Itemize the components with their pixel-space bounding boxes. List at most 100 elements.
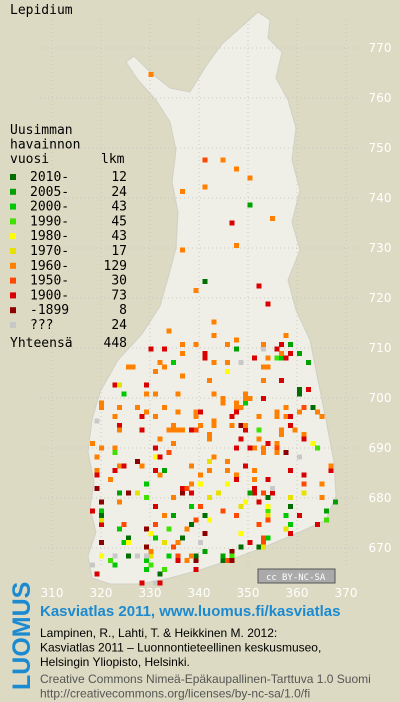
cell — [144, 481, 149, 487]
cell — [243, 499, 248, 505]
cell — [166, 553, 172, 559]
cell — [162, 364, 167, 370]
cell — [157, 580, 163, 586]
cell — [225, 459, 230, 464]
cell — [166, 328, 172, 334]
cell — [301, 472, 307, 478]
cell — [225, 558, 230, 563]
cell — [162, 567, 167, 572]
cell — [144, 526, 149, 532]
cell — [247, 175, 253, 181]
cell — [274, 441, 280, 446]
cell — [198, 504, 203, 509]
cell — [130, 364, 136, 370]
legend-count: 24 — [111, 185, 127, 200]
cell — [99, 400, 104, 406]
legend-swatch — [10, 233, 16, 240]
license-badge: cc BY-NC-SA — [257, 568, 336, 584]
cell — [139, 427, 145, 433]
cell — [117, 423, 122, 428]
cell — [148, 562, 154, 568]
cell — [135, 459, 140, 464]
cell — [166, 450, 172, 455]
cell — [207, 517, 212, 523]
cell — [207, 436, 212, 442]
legend-count-heading: lkm — [101, 152, 125, 167]
cell — [171, 513, 176, 518]
cell — [288, 522, 293, 527]
cell — [234, 472, 239, 478]
x-label: 370 — [335, 586, 358, 600]
cell — [211, 454, 217, 460]
cell — [193, 342, 199, 347]
cell — [117, 463, 122, 469]
cell — [229, 220, 235, 226]
cell — [193, 288, 199, 293]
cell — [193, 558, 199, 563]
cell — [315, 445, 320, 451]
cell — [153, 391, 158, 397]
cell — [99, 508, 104, 514]
cell — [148, 553, 154, 559]
cell — [234, 477, 239, 482]
cell — [238, 405, 244, 410]
cell — [117, 427, 122, 433]
cell — [135, 405, 140, 410]
cell — [180, 486, 185, 491]
cell — [247, 396, 253, 401]
legend-count: 8 — [119, 303, 127, 318]
legend-swatch — [10, 203, 16, 210]
cell — [279, 427, 284, 433]
legend-label: 2010- — [30, 170, 69, 185]
x-label: 340 — [188, 586, 211, 600]
y-label: 710 — [369, 341, 392, 355]
cell — [211, 391, 217, 397]
cell — [175, 558, 181, 563]
legend-swatch — [10, 262, 16, 269]
cell — [184, 558, 190, 563]
cell — [211, 360, 217, 365]
cell — [319, 481, 325, 487]
cell — [189, 504, 194, 509]
cell — [220, 157, 226, 163]
cell — [180, 351, 185, 356]
cell — [166, 427, 172, 433]
y-label: 720 — [369, 291, 392, 305]
cell — [202, 355, 208, 361]
x-label: 320 — [90, 586, 113, 600]
cell — [261, 346, 266, 352]
cell — [99, 513, 104, 518]
cell — [261, 544, 266, 550]
cell — [225, 468, 230, 473]
cell — [202, 513, 208, 518]
y-label: 750 — [369, 141, 392, 155]
cell — [256, 436, 262, 442]
cell — [243, 400, 248, 406]
cell — [144, 553, 149, 559]
cell — [310, 405, 316, 410]
cell — [126, 540, 131, 545]
legend-label: 1960- — [30, 259, 69, 274]
cell — [117, 382, 122, 388]
cell — [301, 490, 307, 496]
cell — [148, 346, 154, 352]
cell — [139, 580, 145, 586]
cell — [121, 391, 127, 397]
cell — [324, 508, 329, 514]
cell — [189, 490, 194, 496]
cell — [94, 571, 100, 577]
cell — [256, 522, 262, 527]
cell — [162, 513, 167, 518]
cell — [180, 247, 185, 253]
cell — [288, 351, 293, 356]
cell — [144, 544, 149, 550]
occurrence-cells — [90, 72, 338, 586]
cell — [315, 522, 320, 527]
cell — [108, 477, 113, 482]
map-title: Lepidium — [10, 3, 73, 18]
y-label: 740 — [369, 191, 392, 205]
cell — [207, 378, 212, 383]
cell — [126, 364, 131, 370]
cell — [234, 400, 239, 406]
headline: Kasviatlas 2011, www.luomus.fi/kasviatla… — [40, 603, 340, 620]
